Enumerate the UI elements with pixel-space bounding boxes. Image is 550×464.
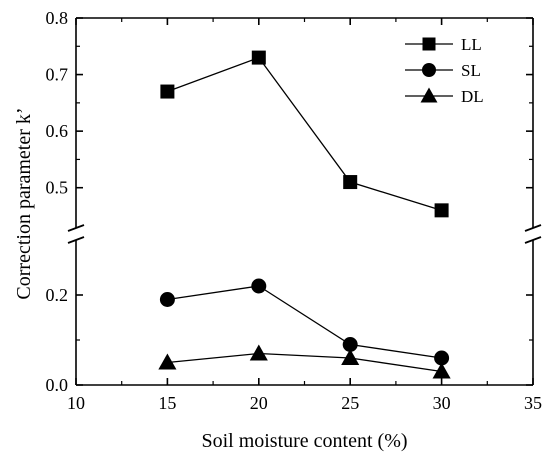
legend-marker-dl <box>421 88 438 103</box>
y-tick-label: 0.7 <box>46 65 69 85</box>
y-tick-label: 0.0 <box>46 375 69 395</box>
legend-label-sl: SL <box>461 61 481 80</box>
legend-label-dl: DL <box>461 87 484 106</box>
x-tick-label: 35 <box>524 393 542 413</box>
data-point-sl <box>251 279 266 294</box>
series-sl <box>160 279 449 366</box>
legend: LL SL DL <box>405 35 484 106</box>
x-tick-label: 10 <box>67 393 85 413</box>
data-point-dl <box>250 344 268 360</box>
x-tick-label: 15 <box>158 393 176 413</box>
y-tick-label: 0.6 <box>46 121 69 141</box>
y-tick-label: 0.5 <box>46 178 69 198</box>
y-tick-label: 0.8 <box>46 8 69 28</box>
data-point-dl <box>341 349 359 365</box>
legend-label-ll: LL <box>461 35 482 54</box>
x-tick-label: 25 <box>341 393 359 413</box>
legend-marker-sl <box>422 63 436 77</box>
y-axis-title: Correction parameter k’ <box>13 107 35 299</box>
data-point-ll <box>160 85 174 99</box>
data-point-sl <box>160 292 175 307</box>
series-ll <box>160 51 448 218</box>
data-series <box>158 51 450 379</box>
series-dl <box>158 344 450 378</box>
data-point-ll <box>252 51 266 65</box>
legend-marker-ll <box>423 38 436 51</box>
series-sl-line <box>167 286 441 358</box>
series-dl-line <box>167 354 441 372</box>
x-tick-label: 20 <box>250 393 268 413</box>
y-tick-label: 0.2 <box>46 285 69 305</box>
x-axis-title: Soil moisture content (%) <box>201 430 407 452</box>
data-point-ll <box>343 175 357 189</box>
data-point-ll <box>435 203 449 217</box>
x-tick-label: 30 <box>433 393 451 413</box>
series-ll-line <box>167 58 441 211</box>
